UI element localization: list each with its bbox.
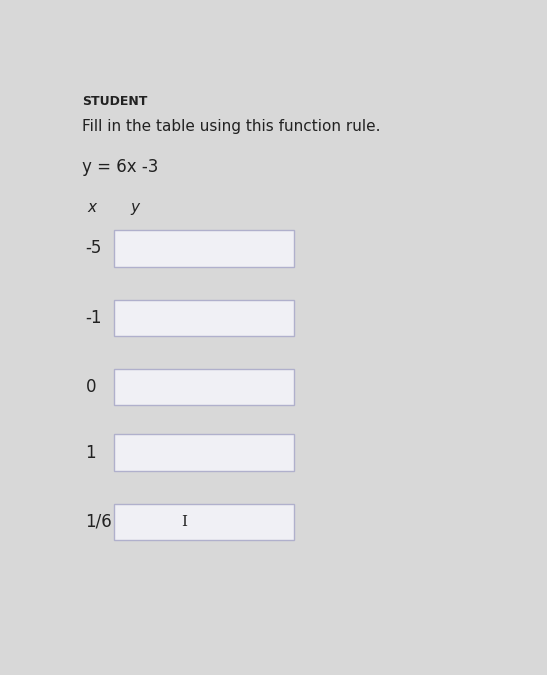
Text: Fill in the table using this function rule.: Fill in the table using this function ru… [83, 119, 381, 134]
Text: -5: -5 [85, 240, 102, 257]
FancyBboxPatch shape [114, 230, 294, 267]
Text: 1: 1 [85, 443, 96, 462]
Text: STUDENT: STUDENT [83, 95, 148, 108]
FancyBboxPatch shape [114, 300, 294, 336]
Text: 0: 0 [85, 378, 96, 396]
Text: y = 6x -3: y = 6x -3 [83, 158, 159, 176]
Text: y: y [130, 200, 139, 215]
Text: x: x [88, 200, 97, 215]
FancyBboxPatch shape [114, 369, 294, 405]
Text: 1/6: 1/6 [85, 513, 112, 531]
Text: -1: -1 [85, 308, 102, 327]
FancyBboxPatch shape [114, 435, 294, 470]
FancyBboxPatch shape [114, 504, 294, 540]
Text: I: I [182, 515, 188, 529]
